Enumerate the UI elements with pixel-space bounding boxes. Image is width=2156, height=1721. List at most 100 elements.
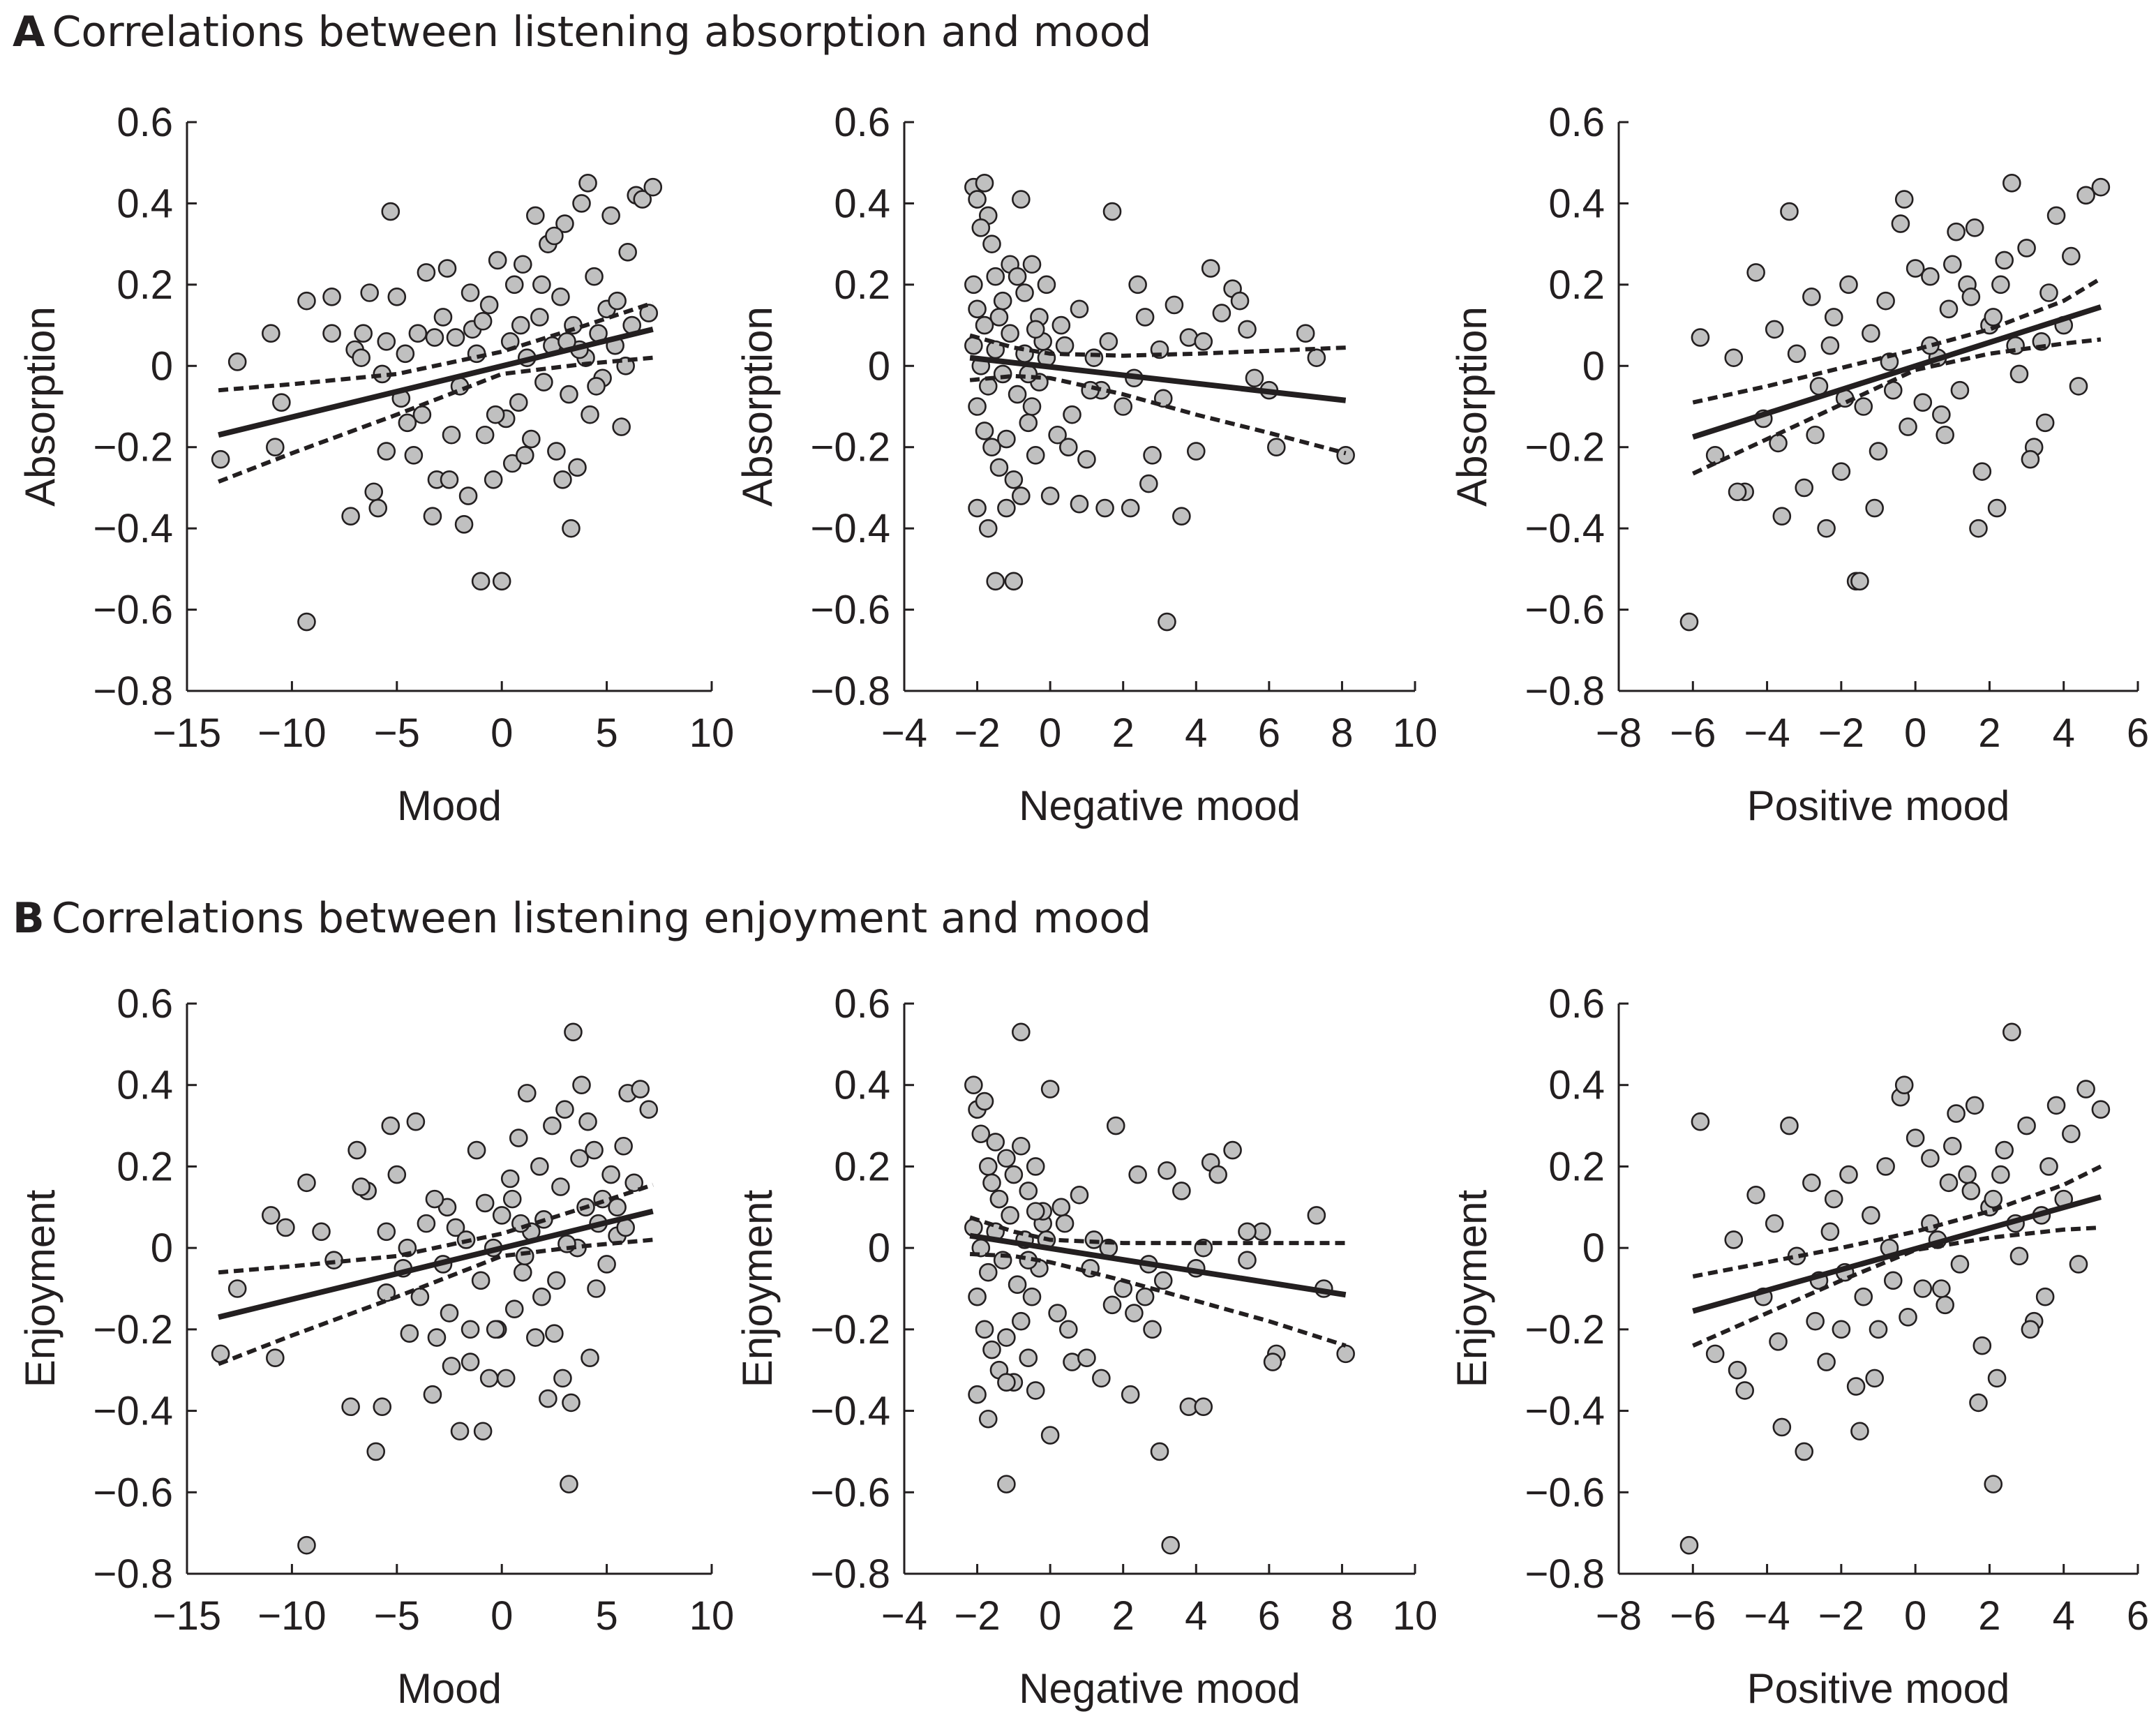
data-point bbox=[1135, 1287, 1155, 1306]
data-point bbox=[1850, 572, 1869, 591]
y-tick-label: 0.6 bbox=[1548, 100, 1605, 145]
data-point bbox=[446, 1218, 465, 1237]
data-point bbox=[1932, 1279, 1951, 1298]
data-point bbox=[1026, 1157, 1045, 1176]
data-point bbox=[1746, 1185, 1765, 1205]
data-point bbox=[1865, 1369, 1884, 1388]
data-point bbox=[1839, 275, 1858, 295]
x-tick-label: −2 bbox=[1818, 1593, 1864, 1639]
data-point bbox=[2035, 1287, 2055, 1306]
y-tick-label: −0.6 bbox=[811, 588, 891, 633]
regression-line bbox=[1692, 304, 2102, 440]
data-point bbox=[1058, 438, 1078, 457]
x-tick-label: −2 bbox=[1818, 710, 1864, 756]
data-point bbox=[1899, 1308, 1917, 1327]
data-point bbox=[1862, 1206, 1880, 1225]
data-point bbox=[1267, 438, 1286, 457]
data-point bbox=[1802, 1173, 1821, 1193]
data-point bbox=[1004, 470, 1024, 489]
data-point bbox=[1019, 364, 1038, 384]
ci-lower-line bbox=[218, 355, 654, 484]
data-point bbox=[578, 1112, 597, 1131]
data-point bbox=[1238, 1251, 1257, 1269]
section-title-b: B Correlations between listening enjoymen… bbox=[13, 897, 1151, 939]
data-point bbox=[1802, 288, 1821, 306]
y-tick-label: −0.2 bbox=[93, 1307, 174, 1353]
data-point bbox=[1987, 1369, 2007, 1388]
data-point bbox=[1832, 1320, 1851, 1339]
data-point bbox=[989, 308, 1009, 327]
data-point bbox=[517, 1084, 537, 1103]
data-point bbox=[1891, 214, 1910, 233]
data-point bbox=[1883, 1271, 1903, 1290]
data-point bbox=[1972, 1336, 1992, 1355]
x-tick-label: 4 bbox=[2053, 1593, 2075, 1639]
data-point bbox=[471, 572, 491, 591]
y-tick-label: −0.4 bbox=[811, 506, 891, 551]
x-axis-label: Mood bbox=[397, 1665, 502, 1712]
data-point bbox=[1194, 1397, 1213, 1417]
x-tick-label: −4 bbox=[1744, 1593, 1790, 1639]
regression-line bbox=[969, 1232, 1347, 1298]
data-point bbox=[446, 328, 465, 347]
data-point bbox=[1048, 425, 1067, 445]
data-point bbox=[2009, 364, 2029, 384]
x-axis-label: Negative mood bbox=[1019, 1665, 1301, 1712]
x-tick-label: −15 bbox=[153, 1593, 221, 1639]
data-point bbox=[1765, 320, 1784, 339]
data-point bbox=[975, 1092, 994, 1111]
x-tick-label: 0 bbox=[1904, 1593, 1926, 1639]
data-point bbox=[297, 612, 316, 632]
x-tick-label: −6 bbox=[1670, 1593, 1716, 1639]
y-tick-label: −0.8 bbox=[1525, 1551, 1605, 1597]
y-tick-label: 0.4 bbox=[834, 181, 890, 226]
data-point bbox=[1194, 332, 1213, 351]
data-point bbox=[986, 572, 1005, 591]
data-point bbox=[377, 332, 396, 351]
y-tick-label: 0.4 bbox=[117, 181, 173, 226]
data-point bbox=[530, 1157, 549, 1176]
data-point bbox=[982, 234, 1001, 253]
data-point bbox=[993, 364, 1012, 384]
y-tick-label: 0 bbox=[868, 343, 890, 389]
x-axis-label: Positive mood bbox=[1747, 782, 2010, 829]
data-point bbox=[1769, 1332, 1788, 1351]
data-point bbox=[581, 1348, 599, 1368]
y-tick-label: 0.4 bbox=[117, 1063, 173, 1108]
data-point bbox=[1679, 1535, 1699, 1555]
data-point bbox=[1691, 1112, 1710, 1131]
data-point bbox=[978, 1157, 998, 1176]
data-point bbox=[1026, 1381, 1045, 1400]
x-tick-label: −15 bbox=[153, 710, 221, 756]
data-point bbox=[1012, 190, 1031, 209]
ci-lower-line bbox=[1692, 1225, 2102, 1348]
data-point bbox=[578, 174, 597, 193]
data-point bbox=[568, 458, 587, 477]
data-point bbox=[532, 1287, 551, 1306]
data-point bbox=[1223, 1140, 1242, 1160]
data-point bbox=[1092, 1369, 1111, 1388]
data-point bbox=[562, 1393, 581, 1413]
data-point bbox=[1001, 1206, 1019, 1225]
y-tick-label: −0.2 bbox=[1525, 425, 1605, 470]
data-point bbox=[968, 1287, 987, 1306]
data-point bbox=[1806, 1311, 1825, 1331]
data-point bbox=[555, 1100, 574, 1119]
data-point bbox=[1212, 304, 1232, 322]
data-point bbox=[1939, 1173, 1959, 1193]
ci-lower-line bbox=[1692, 337, 2102, 476]
data-point bbox=[639, 304, 659, 322]
x-tick-label: 5 bbox=[595, 1593, 617, 1639]
data-point bbox=[1724, 1230, 1744, 1249]
x-axis-label: Mood bbox=[397, 782, 502, 829]
data-point bbox=[572, 194, 591, 213]
data-point bbox=[368, 498, 388, 518]
y-tick-label: −0.4 bbox=[1525, 1389, 1605, 1434]
regression-line bbox=[1692, 1194, 2102, 1314]
data-point bbox=[1876, 1157, 1895, 1176]
data-point bbox=[560, 385, 578, 404]
y-tick-label: 0.6 bbox=[834, 981, 890, 1027]
data-point bbox=[555, 214, 574, 233]
data-point bbox=[975, 174, 994, 193]
